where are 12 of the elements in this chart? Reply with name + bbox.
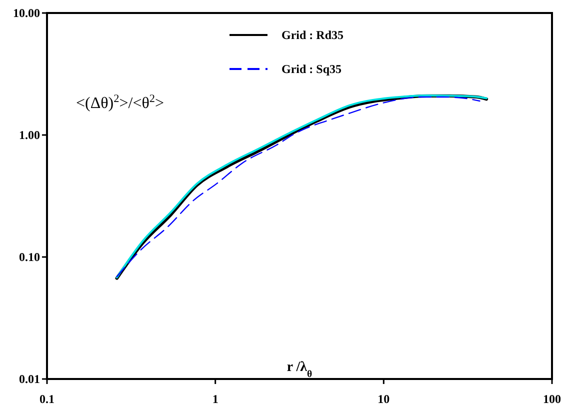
y-tick-label: 1.00 <box>19 128 40 142</box>
x-tick-label: 1 <box>212 392 218 406</box>
legend-label: Grid : Sq35 <box>282 62 342 76</box>
x-axis-title: r /λ$_{θ}$ <box>286 360 312 380</box>
y-tick-label: 0.01 <box>19 372 40 386</box>
x-tick-label: 0.1 <box>40 392 54 406</box>
y-tick-label: 10.00 <box>13 6 40 20</box>
x-tick-label: 10 <box>378 392 390 406</box>
annotation: <(Δθ)$^{2}$>/<θ$^{2}$> <box>76 93 164 112</box>
legend-label: Grid : Rd35 <box>282 28 344 42</box>
y-tick-label: 0.10 <box>19 250 40 264</box>
x-tick-label: 100 <box>543 392 561 406</box>
